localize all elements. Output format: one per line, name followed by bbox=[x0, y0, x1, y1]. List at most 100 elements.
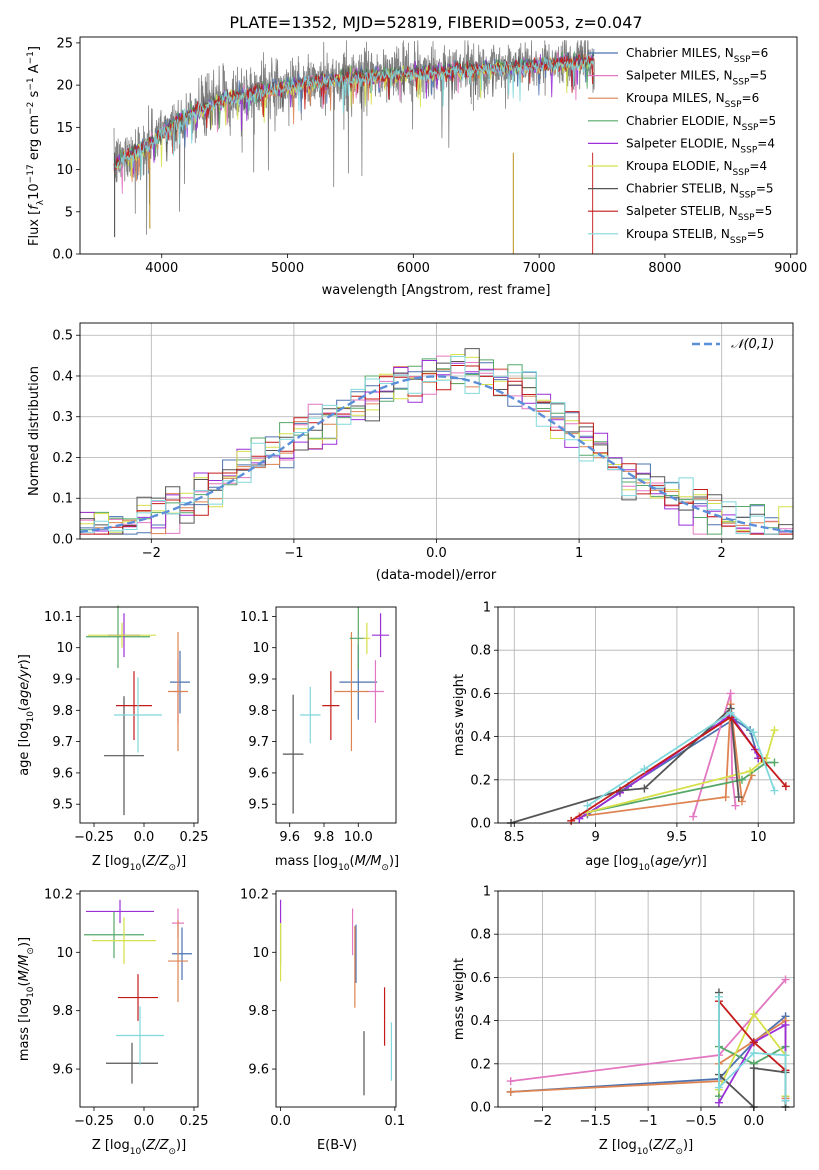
y-tick-label: 0.6 bbox=[470, 971, 491, 986]
legend-label: Chabrier ELODIE, NSSP=5 bbox=[626, 114, 776, 133]
x-tick-label: 0.0 bbox=[426, 546, 447, 561]
label-part: M/M bbox=[17, 955, 32, 982]
x-tick-label: 10.0 bbox=[344, 830, 373, 845]
mass-weight-marker bbox=[506, 1077, 515, 1086]
label-part: ( bbox=[17, 706, 32, 711]
y-tick-label: 5 bbox=[65, 205, 73, 220]
label-part: Chabrier STELIB, N bbox=[626, 182, 739, 196]
mass-weight-marker bbox=[714, 992, 723, 1001]
y-tick-label: 0.0 bbox=[470, 817, 491, 832]
label-part: 10 bbox=[27, 183, 42, 200]
y-tick-label: 20 bbox=[56, 79, 73, 94]
x-tick-label: 1 bbox=[575, 546, 583, 561]
y-axis-label: mass weight bbox=[452, 958, 467, 1040]
label-part: =6 bbox=[751, 46, 769, 60]
axes-frame bbox=[497, 890, 795, 1108]
label-part: 10 bbox=[638, 863, 650, 873]
x-tick-label: 9.5 bbox=[667, 830, 688, 845]
x-tick-label: 9000 bbox=[774, 261, 807, 276]
label-part: ( bbox=[141, 854, 146, 869]
mass-weight-marker bbox=[737, 775, 746, 784]
label-part: −1 bbox=[26, 77, 36, 90]
y-tick-label: 9.9 bbox=[52, 673, 73, 688]
label-part: 10 bbox=[338, 863, 350, 873]
y-tick-label: 0.5 bbox=[52, 329, 73, 344]
x-tick-label: 9 bbox=[591, 830, 599, 845]
mass-weight-marker bbox=[749, 728, 758, 737]
axes-frame bbox=[79, 890, 199, 1108]
spectrum-legend: Chabrier MILES, NSSP=6 Salpeter MILES, N S… bbox=[588, 46, 776, 246]
x-tick-label: 8.5 bbox=[504, 830, 525, 845]
axes-frame bbox=[497, 606, 795, 824]
mass-weight-marker bbox=[749, 1049, 758, 1057]
y-tick-label: 9.9 bbox=[248, 673, 269, 688]
mass-weight-line bbox=[692, 693, 737, 817]
y-tick-label: 0.1 bbox=[52, 492, 73, 507]
x-axis-label: wavelength [Angstrom, rest frame] bbox=[322, 283, 551, 298]
label-part: ⊙ bbox=[168, 863, 176, 873]
y-axis-label: Flux [fλ10−17 erg cm−2 s−1 A−1] bbox=[26, 46, 46, 246]
label-part: Z [log bbox=[92, 1138, 130, 1153]
label-part: Salpeter ELODIE, N bbox=[626, 136, 740, 150]
mass-weight-marker bbox=[721, 793, 730, 802]
y-tick-label: 9.8 bbox=[52, 704, 73, 719]
mass-weight-marker bbox=[506, 1087, 515, 1096]
plot-area-spectrum bbox=[113, 40, 595, 254]
mass-weight-marker bbox=[781, 782, 790, 791]
y-tick-label: 0.8 bbox=[470, 644, 491, 659]
plot-area-age_vs_mass bbox=[282, 607, 390, 814]
label-part: )] bbox=[683, 1138, 693, 1153]
label-part: 10 bbox=[26, 711, 36, 723]
label-part: =5 bbox=[755, 204, 773, 218]
plot-area-mass_vs_Z bbox=[84, 899, 192, 1084]
mass-weight-marker bbox=[726, 708, 735, 717]
model-spectrum-line bbox=[113, 54, 595, 177]
y-tick-label: 0.4 bbox=[470, 730, 491, 745]
mass-weight-marker bbox=[749, 1038, 758, 1047]
legend-label: Kroupa STELIB, NSSP=5 bbox=[626, 227, 764, 246]
label-part: Z/Z bbox=[145, 854, 169, 869]
y-tick-label: 9.7 bbox=[248, 735, 269, 750]
residual-histogram bbox=[80, 356, 793, 535]
label-part: Salpeter MILES, N bbox=[626, 69, 733, 83]
label-part: Z/Z bbox=[145, 1138, 169, 1153]
label-part: age [log bbox=[17, 723, 32, 776]
axes-frame bbox=[79, 36, 798, 255]
plot-area-residuals bbox=[79, 348, 794, 535]
legend-label: Salpeter STELIB, NSSP=5 bbox=[626, 204, 772, 223]
label-part: =5 bbox=[747, 227, 765, 241]
plot-area-mass_weight_vs_age bbox=[507, 689, 790, 827]
y-axis-label: age [log10(age/yr)] bbox=[17, 654, 36, 776]
x-tick-label: 5000 bbox=[271, 261, 304, 276]
x-axis-label: Z [log10(Z/Z⊙)] bbox=[92, 854, 186, 873]
y-tick-label: 9.6 bbox=[52, 766, 73, 781]
x-tick-label: −0.25 bbox=[74, 1114, 114, 1129]
label-part: age/yr bbox=[17, 663, 32, 706]
x-axis-label: mass [log10(M/M⊙)] bbox=[275, 854, 399, 873]
mass-weight-marker bbox=[749, 1010, 758, 1019]
y-tick-label: 10.2 bbox=[44, 887, 73, 902]
y-tick-label: 0.6 bbox=[470, 687, 491, 702]
x-tick-label: 0.0 bbox=[743, 1114, 764, 1129]
mass-weight-marker bbox=[746, 767, 755, 776]
x-tick-label: 0.25 bbox=[180, 830, 209, 845]
mass-weight-marker bbox=[731, 801, 740, 810]
axes-mass_weight_vs_Z: −2 −1.5 −1 −0.5 0.0 0.0 0.2 0.4 0.6 0.8 1 mass weig… bbox=[452, 885, 795, 1157]
mass-weight-marker bbox=[770, 758, 779, 767]
label-part: age [log bbox=[585, 854, 638, 869]
y-tick-label: 10 bbox=[56, 641, 73, 656]
label-part: )] bbox=[697, 854, 707, 869]
x-tick-label: −2 bbox=[533, 1114, 552, 1129]
y-tick-label: 0.0 bbox=[470, 1101, 491, 1116]
y-axis-label: mass weight bbox=[452, 674, 467, 756]
label-part: =5 bbox=[756, 182, 774, 196]
label-part: =6 bbox=[742, 91, 760, 105]
y-tick-label: 9.7 bbox=[52, 735, 73, 750]
label-part: )] bbox=[389, 854, 399, 869]
legend-label: Chabrier MILES, NSSP=6 bbox=[626, 46, 768, 65]
mass-weight-line bbox=[718, 992, 787, 1110]
mass-weight-marker bbox=[737, 797, 746, 806]
x-tick-label: −1 bbox=[284, 546, 303, 561]
label-part: ( bbox=[350, 854, 355, 869]
label-part: Chabrier ELODIE, N bbox=[626, 114, 742, 128]
